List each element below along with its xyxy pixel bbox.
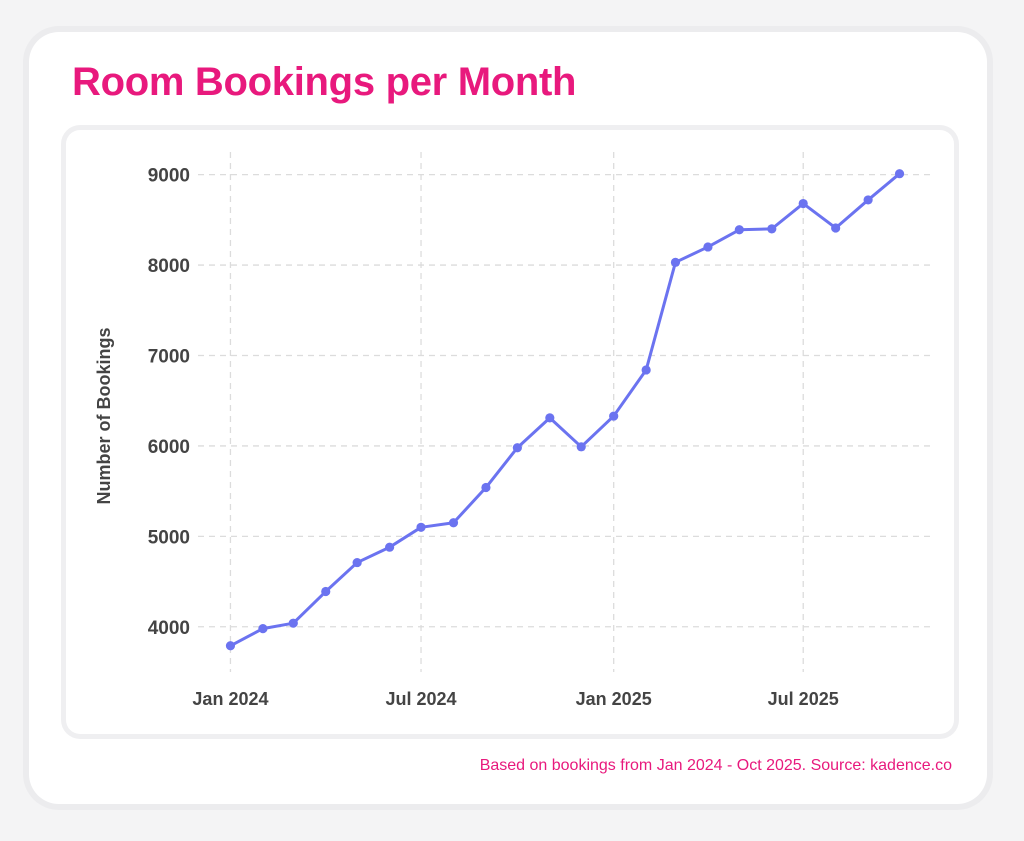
y-tick-label: 6000: [148, 437, 190, 458]
data-point: [798, 198, 808, 209]
source-footnote: Based on bookings from Jan 2024 - Oct 20…: [479, 757, 952, 774]
data-point: [448, 518, 459, 528]
data-point: [512, 443, 522, 453]
y-tick-label: 4000: [148, 618, 190, 639]
data-point: [288, 618, 298, 628]
data-point: [831, 223, 841, 233]
data-point: [416, 522, 426, 532]
chart-title: Room Bookings per Month: [72, 60, 577, 104]
y-axis-label: Number of Bookings: [94, 327, 114, 504]
data-point: [576, 442, 586, 452]
data-point: [481, 482, 491, 493]
data-point: [734, 225, 744, 235]
data-point: [641, 365, 651, 375]
data-point: [352, 557, 362, 568]
y-tick-label: 7000: [148, 346, 190, 367]
plot-panel: [66, 130, 954, 734]
data-point: [703, 242, 713, 252]
data-point: [545, 413, 555, 423]
data-point: [863, 195, 873, 205]
data-point: [225, 641, 236, 651]
data-point: [385, 542, 395, 552]
y-tick-label: 9000: [148, 166, 190, 187]
data-point: [258, 623, 268, 634]
data-point: [894, 169, 905, 179]
y-tick-label: 8000: [148, 256, 190, 277]
data-point: [670, 257, 681, 267]
data-point: [321, 586, 331, 597]
y-tick-label: 5000: [148, 527, 190, 548]
series-line: [228, 172, 902, 648]
data-point: [767, 224, 777, 234]
x-tick-label: Jan 2024: [192, 689, 268, 709]
x-tick-label: Jul 2025: [768, 689, 839, 709]
x-tick-label: Jan 2025: [576, 689, 652, 709]
data-point: [609, 411, 619, 421]
x-tick-label: Jul 2024: [385, 689, 456, 709]
